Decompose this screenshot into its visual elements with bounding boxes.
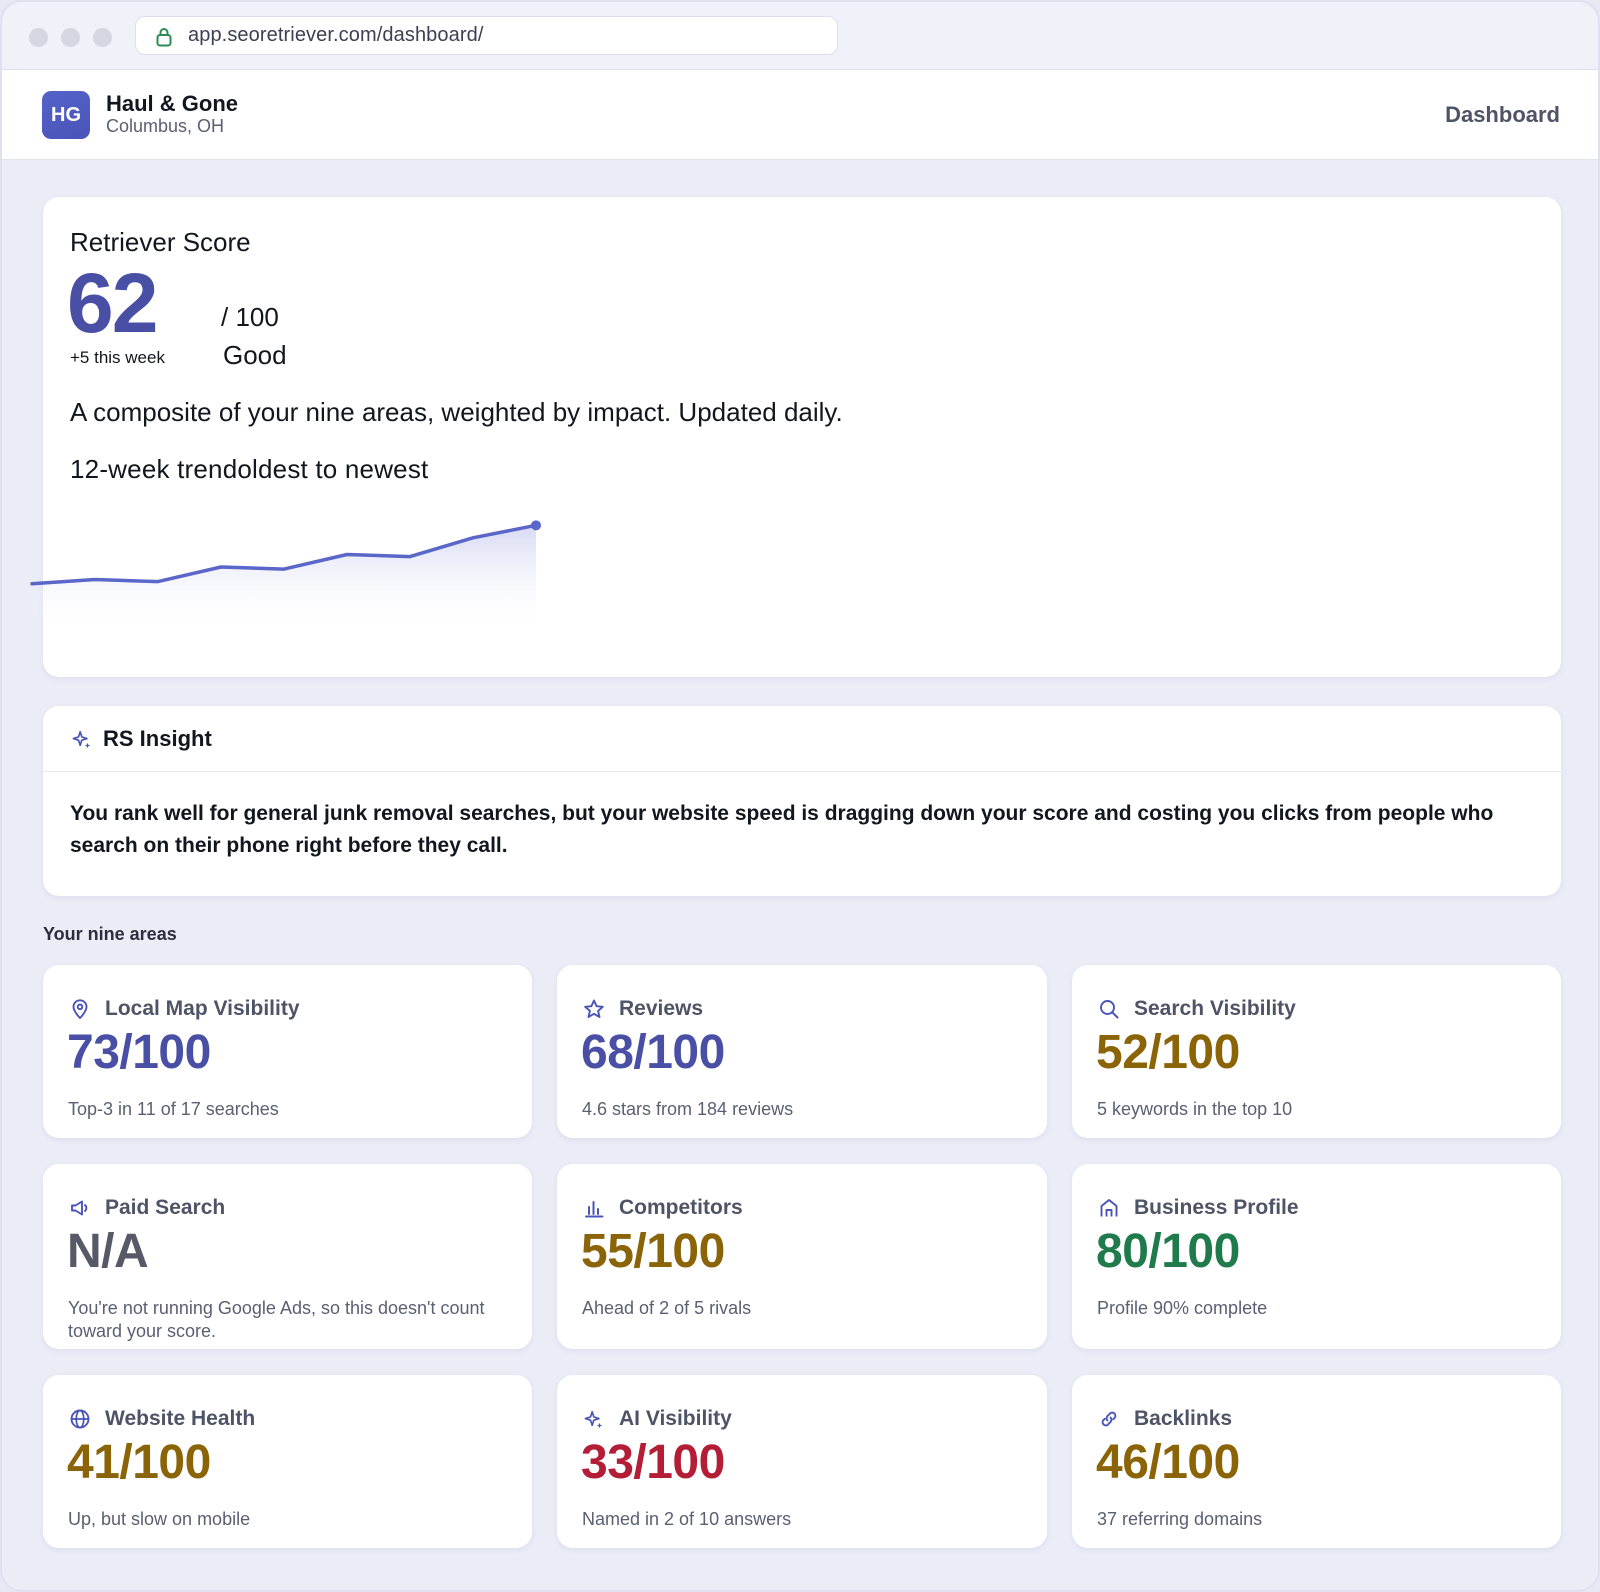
area-title: AI Visibility [619, 1407, 732, 1430]
area-score: 80/100 [1096, 1225, 1240, 1278]
area-title: Competitors [619, 1196, 743, 1219]
area-note: Named in 2 of 10 answers [582, 1509, 792, 1529]
area-title: Website Health [105, 1407, 256, 1430]
trend-sparkline [30, 520, 541, 632]
trend-line [30, 523, 538, 586]
sparkle-icon [583, 1408, 605, 1430]
area-note: Up, but slow on mobile [68, 1509, 251, 1529]
area-card-backlinks[interactable]: Backlinks 46/100 37 referring domains [1072, 1375, 1561, 1548]
area-title: Paid Search [105, 1196, 226, 1219]
megaphone-icon [69, 1197, 91, 1219]
business-avatar: HG [42, 91, 90, 139]
business-location: Columbus, OH [106, 116, 225, 136]
area-title: Search Visibility [1134, 997, 1296, 1020]
area-score: 46/100 [1096, 1436, 1240, 1489]
search-icon [1098, 998, 1120, 1020]
lock-icon [156, 25, 174, 47]
insight-title: RS Insight [103, 725, 212, 751]
insight-body: You rank well for general junk removal s… [70, 802, 1494, 857]
area-score: 33/100 [581, 1436, 725, 1489]
area-card-competitors[interactable]: Competitors 55/100 Ahead of 2 of 5 rival… [557, 1164, 1047, 1349]
window-controls [29, 28, 112, 47]
area-card-local-map-visibility[interactable]: Local Map Visibility 73/100 Top-3 in 11 … [43, 965, 532, 1138]
area-card-reviews[interactable]: Reviews 68/100 4.6 stars from 184 review… [557, 965, 1047, 1138]
area-note: 5 keywords in the top 10 [1097, 1099, 1293, 1119]
area-score: 68/100 [581, 1026, 725, 1079]
area-score: 41/100 [67, 1436, 211, 1489]
bar-chart-icon [583, 1197, 605, 1219]
area-score: 52/100 [1096, 1026, 1240, 1079]
area-note: You're not running Google Ads, so this d… [68, 1298, 485, 1341]
score-delta: +5 this week [70, 348, 165, 367]
area-card-business-profile[interactable]: Business Profile 80/100 Profile 90% comp… [1072, 1164, 1561, 1349]
star-icon [583, 998, 605, 1020]
nav-dashboard-link[interactable]: Dashboard [1445, 102, 1560, 127]
area-card-ai-visibility[interactable]: AI Visibility 33/100 Named in 2 of 10 an… [557, 1375, 1047, 1548]
close-window-button[interactable] [29, 28, 48, 47]
area-title: Local Map Visibility [105, 997, 300, 1020]
score-value: 62 [67, 256, 158, 350]
area-card-search-visibility[interactable]: Search Visibility 52/100 5 keywords in t… [1072, 965, 1561, 1138]
trend-latest-point [531, 520, 541, 531]
score-rating: Good [223, 340, 287, 370]
area-score: 55/100 [581, 1225, 725, 1278]
browser-chrome: app.seoretriever.com/dashboard/ [2, 2, 1598, 70]
business-name: Haul & Gone [106, 91, 239, 116]
area-title: Backlinks [1134, 1407, 1233, 1430]
insight-header: RS Insight [43, 706, 1561, 772]
minimize-window-button[interactable] [61, 28, 80, 47]
area-note: Profile 90% complete [1097, 1298, 1268, 1318]
address-bar[interactable]: app.seoretriever.com/dashboard/ [135, 16, 838, 55]
url-text[interactable]: app.seoretriever.com/dashboard/ [188, 24, 484, 46]
area-title: Reviews [619, 997, 704, 1020]
area-score: 73/100 [67, 1026, 211, 1079]
areas-section-label: Your nine areas [43, 924, 177, 944]
maximize-window-button[interactable] [93, 28, 112, 47]
trend-area [32, 525, 536, 632]
globe-icon [69, 1408, 91, 1430]
area-card-website-health[interactable]: Website Health 41/100 Up, but slow on mo… [43, 1375, 532, 1548]
link-icon [1098, 1408, 1120, 1430]
area-card-paid-search[interactable]: Paid Search N/A You're not running Googl… [43, 1164, 532, 1349]
score-title: Retriever Score [70, 227, 251, 257]
area-note: Top-3 in 11 of 17 searches [68, 1099, 279, 1119]
sparkle-icon [71, 728, 93, 750]
trend-label: 12-week trendoldest to newest [70, 454, 429, 484]
storefront-icon [1098, 1197, 1120, 1219]
app-header: HG Haul & Gone Columbus, OH Dashboard [2, 70, 1598, 160]
score-description: A composite of your nine areas, weighted… [70, 397, 843, 427]
area-note: 37 referring domains [1097, 1509, 1263, 1529]
map-pin-icon [69, 998, 91, 1020]
area-note: 4.6 stars from 184 reviews [582, 1099, 794, 1119]
score-max: / 100 [221, 302, 279, 332]
area-score: N/A [67, 1225, 149, 1278]
rs-insight-card: RS Insight You rank well for general jun… [43, 706, 1561, 896]
area-note: Ahead of 2 of 5 rivals [582, 1298, 752, 1318]
area-title: Business Profile [1134, 1196, 1299, 1219]
